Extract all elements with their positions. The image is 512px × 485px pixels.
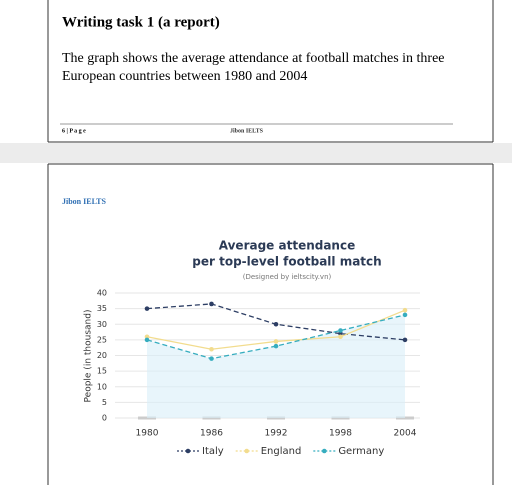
y-tick-label: 0 [102,414,107,423]
point [209,356,214,361]
x-tick-label: 2004 [394,429,417,439]
y-tick-label: 25 [97,335,107,344]
x-tick-label: 1998 [329,429,352,439]
page-gap [0,143,512,163]
heading: Writing task 1 (a report) [62,14,220,30]
point [273,343,279,349]
chart-note: (Designed by ieltscity.vn) [243,273,332,281]
legend-label: England [261,446,302,457]
point [338,334,343,340]
paragraph-line: European countries between 1980 and 2004 [62,69,307,84]
footer-page: 6 | P a g e [62,128,86,134]
x-tick-label: 1980 [136,429,159,439]
brand: Jibon IELTS [62,197,107,206]
chart-subtitle: per top-level football match [192,255,381,269]
point [402,312,408,318]
point [144,306,150,311]
legend-marker [185,448,191,454]
y-tick-label: 20 [97,351,107,360]
y-tick-label: 15 [97,367,107,376]
point [144,337,150,343]
point [209,346,214,352]
y-tick-label: 30 [97,320,107,329]
point [273,321,279,327]
point [273,339,279,344]
y-axis-label: People (in thousand) [84,310,94,403]
y-tick-label: 35 [97,304,107,313]
point [209,301,214,307]
x-tick-label: 1992 [265,429,288,439]
x-tick-label: 1986 [200,429,223,439]
paragraph-line: The graph shows the average attendance a… [62,51,445,66]
point [402,337,408,343]
y-tick-label: 10 [97,382,107,391]
legend-label: Germany [338,446,384,457]
point [338,328,343,333]
y-tick-label: 5 [102,398,107,407]
y-tick-label: 40 [97,289,107,298]
chart-title: Average attendance [219,239,355,253]
legend-marker [244,448,250,454]
area [147,314,405,418]
legend-marker [322,448,327,454]
footer-brand: Jibon IELTS [230,128,264,134]
point [402,307,408,313]
legend-label: Italy [202,446,224,457]
